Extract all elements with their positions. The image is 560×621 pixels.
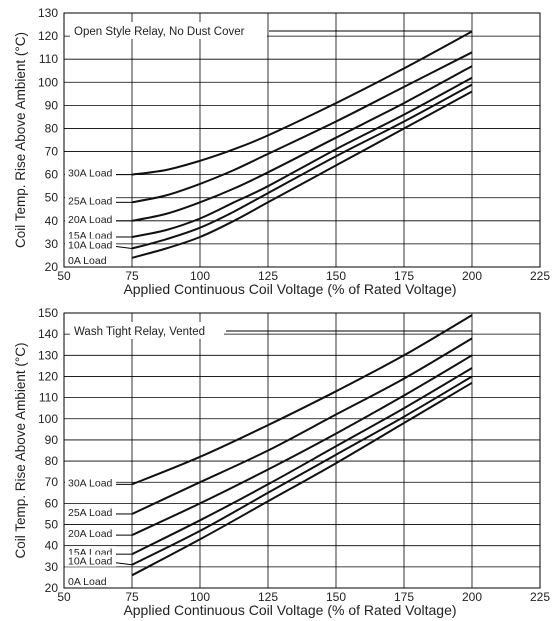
series-label: 0A Load: [68, 255, 107, 267]
chart-title: Open Style Relay, No Dust Cover: [74, 26, 245, 38]
x-tick-label: 200: [462, 590, 482, 604]
x-tick-label: 75: [125, 590, 139, 604]
x-tick-label: 50: [57, 590, 71, 604]
y-tick-label: 40: [45, 539, 59, 553]
series-label-backdrop: [65, 166, 116, 179]
series-line: [131, 90, 473, 259]
plot-frame: [63, 312, 541, 589]
series-label-backdrop: [65, 238, 116, 251]
x-tick-label: 100: [190, 590, 210, 604]
x-tick-label: 50: [57, 269, 71, 283]
series-line: [131, 337, 473, 515]
y-tick-label: 70: [45, 145, 59, 159]
y-tick-label: 130: [38, 348, 58, 362]
y-tick-label: 50: [45, 191, 59, 205]
series-line: [131, 375, 473, 566]
y-tick-label: 120: [38, 29, 58, 43]
series-label-backdrop: [65, 575, 110, 587]
series-label-backdrop: [65, 554, 116, 567]
y-tick-label: 110: [39, 391, 58, 405]
x-tick-label: 125: [258, 269, 278, 283]
y-tick-label: 140: [38, 327, 58, 341]
y-tick-label: 120: [38, 369, 58, 383]
y-tick-label: 80: [45, 454, 59, 468]
y-tick-label: 50: [45, 518, 59, 532]
series-label-leader: [115, 246, 133, 250]
y-tick-label: 30: [45, 560, 59, 574]
x-axis-label: Applied Continuous Coil Voltage (% of Ra…: [123, 281, 456, 297]
x-tick-label: 225: [530, 269, 550, 283]
y-tick-label: 30: [45, 237, 59, 251]
series-label: 25A Load: [68, 507, 113, 519]
series-line: [131, 367, 473, 556]
y-tick-label: 80: [45, 121, 59, 135]
x-tick-label: 225: [530, 590, 550, 604]
y-tick-label: 70: [45, 475, 59, 489]
y-tick-label: 130: [38, 6, 58, 20]
y-tick-label: 100: [38, 412, 58, 426]
series-label-backdrop: [65, 476, 116, 489]
series-label-backdrop: [65, 212, 116, 225]
y-tick-label: 100: [38, 75, 58, 89]
series-line: [131, 76, 473, 238]
series-label-backdrop: [65, 254, 110, 266]
chart-title-backdrop: [70, 322, 224, 339]
series-line: [131, 314, 473, 486]
x-tick-label: 150: [326, 269, 346, 283]
chart-2: 20 30 40 50 60 70 80 90 100 110 120 130 140 150 50 75 10…: [13, 306, 550, 618]
y-tick-label: 60: [45, 496, 59, 510]
x-tick-label: 75: [125, 269, 139, 283]
series-label: 10A Load: [68, 556, 113, 568]
y-tick-label: 40: [45, 214, 59, 228]
y-axis-label: Coil Temp. Rise Above Ambient (°C): [13, 32, 28, 248]
chart-title-backdrop: [70, 22, 267, 39]
series-label-backdrop: [65, 228, 116, 241]
x-tick-label: 200: [462, 269, 482, 283]
y-axis-label: Coil Temp. Rise Above Ambient (°C): [13, 343, 28, 559]
y-tick-label: 60: [45, 168, 59, 182]
y-tick-label: 150: [38, 306, 58, 320]
series-label-backdrop: [65, 505, 116, 518]
x-tick-label: 175: [394, 269, 414, 283]
x-tick-label: 100: [190, 269, 210, 283]
series-line: [131, 354, 473, 537]
series-label-leader: [115, 562, 133, 566]
series-label-backdrop: [65, 527, 116, 540]
series-label: 30A Load: [68, 168, 113, 180]
x-tick-label: 150: [326, 590, 346, 604]
series-line: [131, 51, 473, 204]
y-tick-label: 20: [45, 260, 59, 274]
series-label-backdrop: [65, 194, 116, 207]
series-line: [131, 381, 473, 577]
x-axis-label: Applied Continuous Coil Voltage (% of Ra…: [123, 602, 456, 618]
series-label: 0A Load: [68, 576, 107, 588]
y-tick-label: 110: [39, 52, 58, 66]
series-label: 25A Load: [68, 195, 113, 207]
chart-title: Wash Tight Relay, Vented: [74, 326, 205, 338]
series-line: [131, 30, 473, 176]
series-line: [131, 65, 473, 222]
y-tick-label: 20: [45, 581, 59, 595]
y-tick-label: 90: [45, 433, 59, 447]
series-label: 20A Load: [68, 214, 113, 226]
series-label: 30A Load: [68, 477, 113, 489]
y-tick-label: 90: [45, 98, 59, 112]
x-tick-label: 125: [258, 590, 278, 604]
series-label: 20A Load: [68, 528, 113, 540]
plot-frame: [63, 12, 541, 268]
series-line: [131, 83, 473, 250]
series-label: 10A Load: [68, 240, 113, 252]
chart-1: 20 30 40 50 60 70 80 90 100 110 120 130 50 75 100 125 15…: [13, 6, 550, 297]
x-tick-label: 175: [394, 590, 414, 604]
